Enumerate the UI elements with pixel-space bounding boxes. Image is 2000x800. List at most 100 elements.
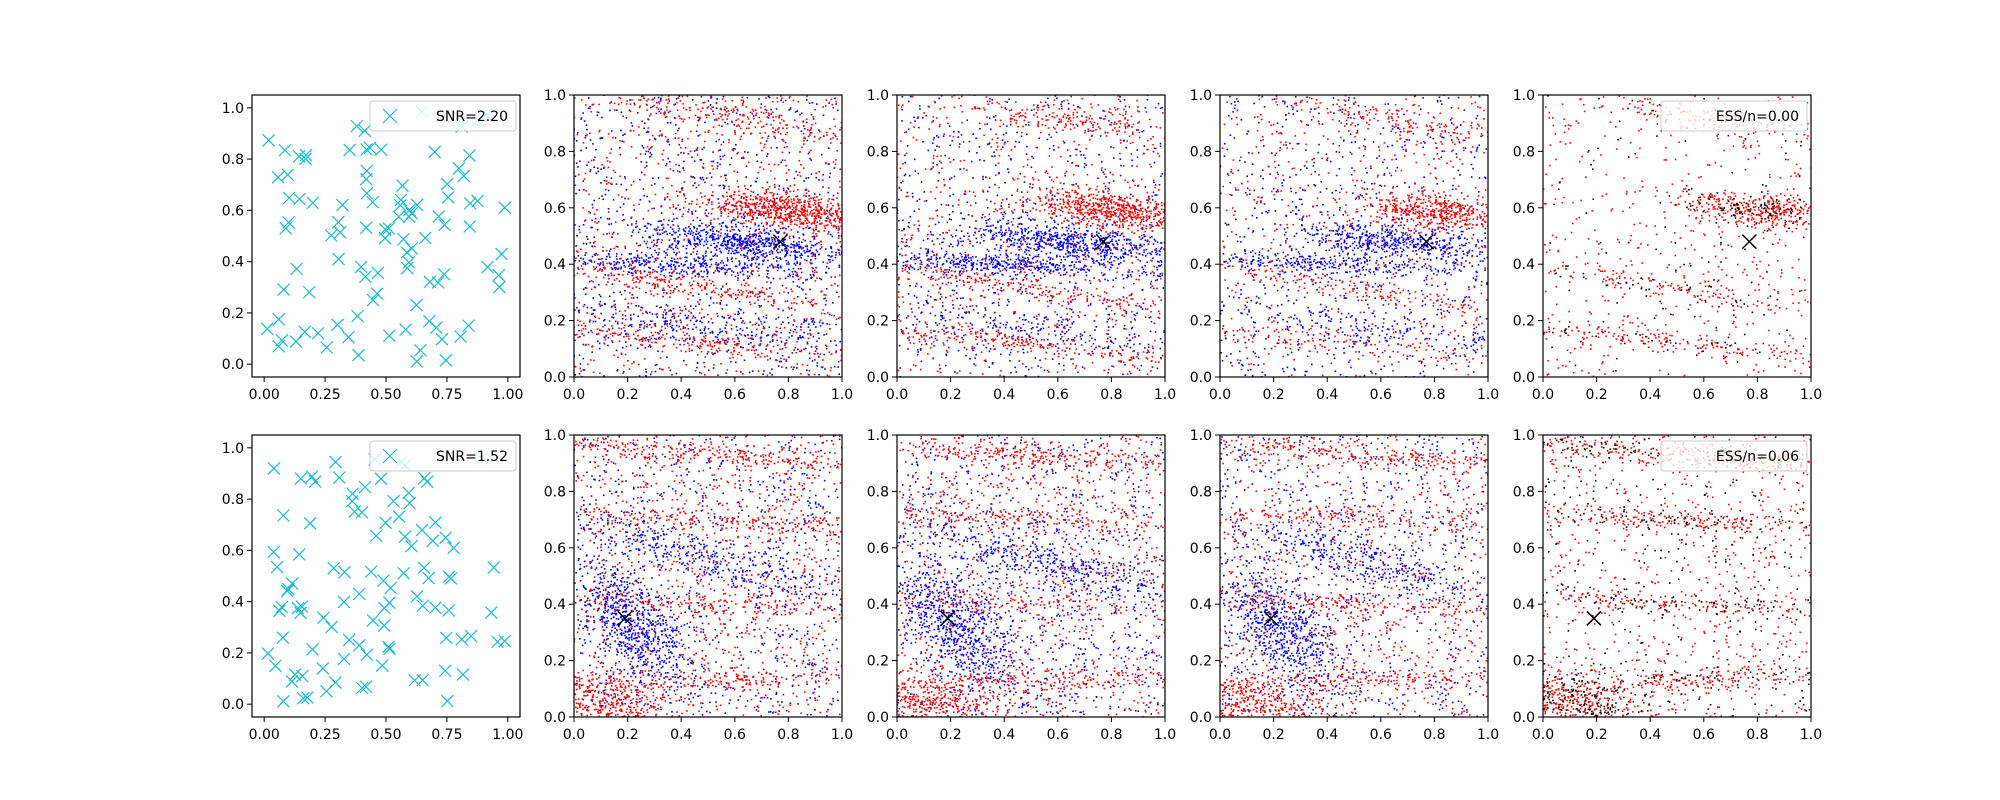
scatter-point	[1067, 114, 1069, 117]
scatter-point	[649, 152, 651, 154]
scatter-point	[589, 260, 592, 262]
scatter-point	[719, 328, 721, 331]
scatter-point	[820, 240, 822, 243]
scatter-point	[641, 340, 644, 343]
scatter-point	[691, 200, 693, 203]
scatter-point	[800, 164, 802, 166]
scatter-point	[751, 324, 754, 326]
scatter-point	[666, 109, 668, 111]
scatter-point	[737, 215, 739, 217]
scatter-point	[929, 312, 932, 315]
scatter-point	[819, 247, 822, 250]
scatter-point	[968, 311, 970, 314]
scatter-point	[709, 296, 712, 299]
scatter-point	[639, 280, 641, 282]
scatter-point	[1092, 295, 1095, 298]
scatter-point	[705, 250, 707, 253]
scatter-point	[834, 220, 837, 223]
scatter-point	[619, 333, 621, 336]
scatter-point	[788, 195, 790, 198]
scatter-point	[802, 336, 805, 339]
scatter-point	[1152, 191, 1155, 194]
scatter-point	[755, 234, 758, 237]
scatter-point	[786, 244, 788, 247]
scatter-point	[783, 270, 786, 272]
scatter-point	[689, 337, 691, 339]
scatter-point	[740, 216, 743, 218]
scatter-point	[493, 280, 506, 294]
scatter-point	[959, 168, 961, 170]
scatter-point	[754, 253, 756, 256]
scatter-point	[1047, 256, 1050, 259]
scatter-point	[681, 269, 684, 271]
scatter-point	[715, 118, 718, 120]
scatter-point	[772, 131, 774, 133]
scatter-point	[803, 211, 805, 213]
scatter-point	[577, 255, 580, 257]
scatter-point	[733, 129, 736, 132]
scatter-point	[657, 220, 660, 223]
scatter-point	[770, 147, 772, 149]
scatter-point	[724, 342, 726, 345]
scatter-point	[712, 255, 714, 257]
scatter-point	[656, 241, 658, 243]
scatter-point	[656, 313, 659, 315]
scatter-point	[733, 341, 735, 343]
scatter-point	[770, 351, 773, 353]
scatter-point	[786, 204, 789, 207]
scatter-point	[767, 135, 770, 137]
scatter-point	[1072, 244, 1075, 247]
scatter-point	[753, 204, 756, 206]
scatter-point	[594, 240, 596, 243]
scatter-point	[632, 229, 635, 231]
scatter-point	[785, 172, 788, 174]
scatter-point	[766, 237, 768, 240]
scatter-point	[799, 151, 801, 153]
scatter-point	[804, 209, 806, 212]
scatter-point	[622, 346, 624, 349]
scatter-point	[437, 267, 451, 281]
scatter-point	[759, 166, 761, 168]
scatter-point	[1004, 261, 1007, 264]
scatter-point	[767, 153, 769, 155]
scatter-point	[818, 211, 820, 213]
scatter-point	[703, 256, 705, 258]
scatter-point	[711, 228, 714, 230]
scatter-point	[354, 260, 368, 274]
scatter-point	[913, 158, 916, 161]
scatter-point	[699, 286, 702, 288]
scatter-point	[773, 239, 776, 241]
scatter-point	[793, 219, 796, 221]
scatter-point	[752, 213, 755, 216]
scatter-point	[810, 159, 812, 161]
scatter-point	[959, 143, 961, 145]
scatter-point	[599, 300, 602, 303]
scatter-point	[812, 245, 815, 247]
scatter-point	[746, 255, 749, 258]
scatter-point	[686, 337, 689, 340]
scatter-point	[757, 225, 760, 227]
scatter-point	[664, 112, 666, 114]
scatter-point	[589, 212, 592, 214]
scatter-point	[769, 253, 771, 256]
scatter-point	[1034, 203, 1037, 205]
scatter-point	[657, 162, 660, 165]
scatter-point	[761, 149, 763, 152]
scatter-point	[635, 272, 637, 274]
scatter-point	[758, 232, 760, 235]
scatter-point	[814, 203, 817, 206]
scatter-point	[784, 210, 787, 213]
scatter-point	[779, 327, 781, 330]
scatter-point	[760, 305, 762, 307]
scatter-point	[801, 363, 804, 366]
scatter-point	[756, 209, 759, 212]
scatter-point	[696, 236, 699, 238]
scatter-point	[727, 235, 729, 238]
scatter-point	[739, 234, 742, 237]
scatter-point	[683, 152, 685, 154]
scatter-point	[665, 252, 667, 254]
scatter-point	[1026, 214, 1029, 217]
scatter-point	[726, 269, 728, 271]
scatter-point	[620, 101, 623, 104]
scatter-point	[824, 227, 826, 229]
